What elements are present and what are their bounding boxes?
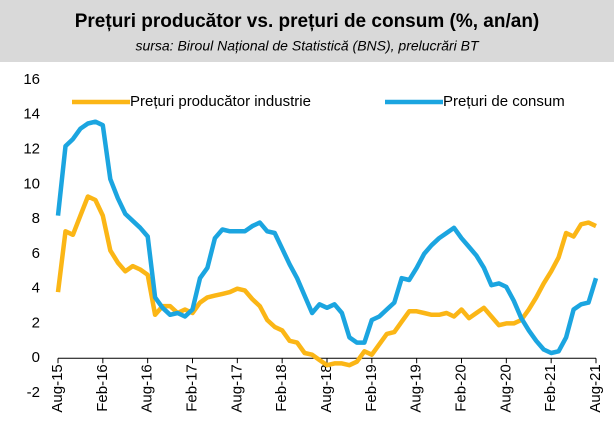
y-tick-label: 4 <box>32 280 40 297</box>
x-tick-label: Feb-20 <box>452 364 469 412</box>
x-tick-label: Feb-21 <box>542 364 559 412</box>
x-tick-label: Aug-16 <box>139 364 156 412</box>
x-tick-label: Feb-16 <box>94 364 111 412</box>
y-tick-label: 0 <box>32 349 40 366</box>
y-tick-label: 8 <box>32 210 40 227</box>
y-tick-label: 10 <box>23 175 40 192</box>
x-tick-label: Aug-20 <box>497 364 514 412</box>
x-tick-label: Feb-19 <box>363 364 380 412</box>
x-tick-label: Feb-18 <box>273 364 290 412</box>
x-tick-label: Aug-21 <box>587 364 604 412</box>
y-tick-label: -2 <box>27 384 40 401</box>
header-band <box>0 0 614 62</box>
chart-subtitle: sursa: Biroul Național de Statistică (BN… <box>135 38 480 54</box>
x-tick-label: Feb-17 <box>183 364 200 412</box>
x-tick-label: Aug-15 <box>49 364 66 412</box>
chart-title: Prețuri producător vs. prețuri de consum… <box>75 11 540 32</box>
series-line <box>55 194 597 368</box>
legend-label: Prețuri producător industrie <box>130 93 311 110</box>
y-tick-label: 2 <box>32 314 40 331</box>
x-tick-label: Aug-18 <box>318 364 335 412</box>
y-tick-label: 12 <box>23 141 40 158</box>
series-line <box>55 119 599 356</box>
y-tick-label: 6 <box>32 245 40 262</box>
legend-label: Prețuri de consum <box>443 93 565 110</box>
y-tick-label: 14 <box>23 106 40 123</box>
x-tick-label: Aug-17 <box>228 364 245 412</box>
y-tick-label: 16 <box>23 71 40 88</box>
x-tick-label: Aug-19 <box>408 364 425 412</box>
